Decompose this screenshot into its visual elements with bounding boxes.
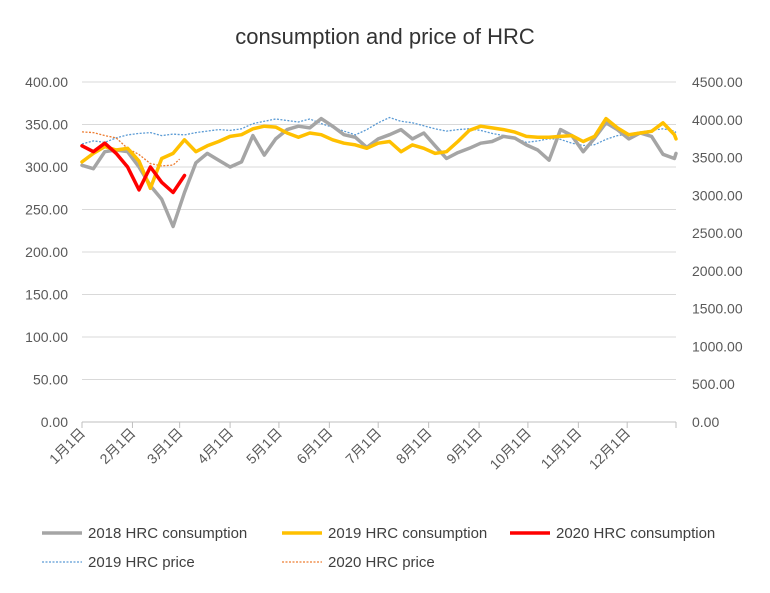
y-left-tick-label: 350.00 bbox=[25, 117, 68, 133]
legend-label: 2020 HRC price bbox=[328, 554, 435, 571]
x-tick-label: 7月1日 bbox=[342, 425, 384, 467]
y-left-tick-label: 200.00 bbox=[25, 244, 68, 260]
x-tick-label: 1月1日 bbox=[46, 425, 88, 467]
y-left-tick-label: 150.00 bbox=[25, 287, 68, 303]
y-right-tick-label: 2000.00 bbox=[692, 263, 743, 279]
y-left-tick-label: 250.00 bbox=[25, 202, 68, 218]
series bbox=[80, 116, 678, 229]
y-left-tick-label: 400.00 bbox=[25, 74, 68, 90]
series-line-2020-hrc-consumption bbox=[80, 141, 187, 195]
series-line-2019-hrc-price bbox=[81, 116, 677, 147]
legend-item: 2019 HRC price bbox=[42, 554, 195, 571]
legend: 2018 HRC consumption 2019 HRC consumption… bbox=[42, 525, 715, 571]
legend-item: 2020 HRC consumption bbox=[510, 525, 715, 542]
y-right-tick-label: 0.00 bbox=[692, 414, 719, 430]
legend-item: 2018 HRC consumption bbox=[42, 525, 247, 542]
x-tick-label: 12月1日 bbox=[586, 425, 634, 473]
y-left-tick-label: 0.00 bbox=[41, 414, 68, 430]
x-tick-label: 3月1日 bbox=[144, 425, 186, 467]
legend-label: 2019 HRC price bbox=[88, 554, 195, 571]
y-left-tick-label: 300.00 bbox=[25, 159, 68, 175]
y-right-tick-label: 1000.00 bbox=[692, 338, 743, 354]
y-right-tick-label: 2500.00 bbox=[692, 225, 743, 241]
x-tick-label: 11月1日 bbox=[538, 425, 585, 472]
series-line-2020-hrc-price bbox=[81, 131, 181, 167]
legend-label: 2019 HRC consumption bbox=[328, 525, 487, 542]
series-line-2019-hrc-consumption bbox=[80, 116, 678, 191]
y-right-tick-label: 4500.00 bbox=[692, 74, 743, 90]
y-left-tick-label: 50.00 bbox=[33, 372, 68, 388]
legend-label: 2018 HRC consumption bbox=[88, 525, 247, 542]
x-tick-label: 4月1日 bbox=[194, 425, 236, 467]
y-right-tick-label: 500.00 bbox=[692, 376, 735, 392]
legend-item: 2020 HRC price bbox=[282, 554, 435, 571]
legend-label: 2020 HRC consumption bbox=[556, 525, 715, 542]
y-left-tick-label: 100.00 bbox=[25, 329, 68, 345]
x-tick-label: 5月1日 bbox=[243, 425, 285, 467]
x-tick-label: 8月1日 bbox=[393, 425, 435, 467]
x-tick-label: 9月1日 bbox=[443, 425, 485, 467]
legend-item: 2019 HRC consumption bbox=[282, 525, 487, 542]
y-right-tick-label: 1500.00 bbox=[692, 301, 743, 317]
x-tick-label: 6月1日 bbox=[293, 425, 335, 467]
gridlines bbox=[82, 81, 676, 423]
chart-title: consumption and price of HRC bbox=[235, 24, 535, 49]
y-right-tick-label: 4000.00 bbox=[692, 112, 743, 128]
x-tick-label: 10月1日 bbox=[486, 425, 534, 473]
y-right-tick-label: 3000.00 bbox=[692, 187, 743, 203]
series-line-2018-hrc-consumption bbox=[80, 116, 678, 229]
y-right-tick-label: 3500.00 bbox=[692, 150, 743, 166]
x-tick-label: 2月1日 bbox=[96, 425, 138, 467]
